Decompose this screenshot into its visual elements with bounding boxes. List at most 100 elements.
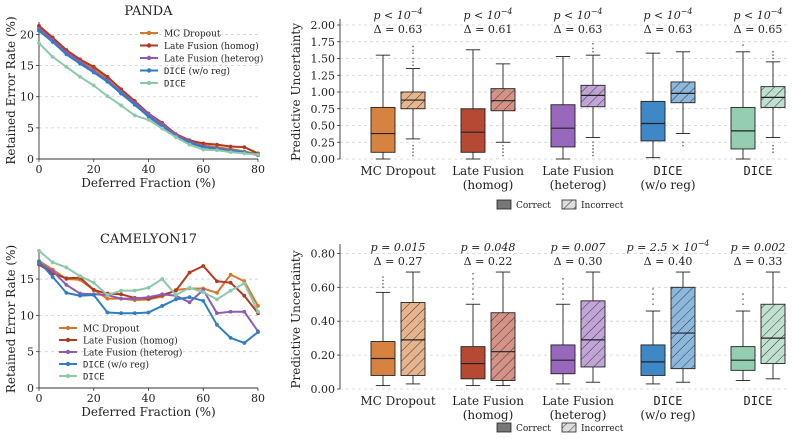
y-tick-label: 10 — [20, 309, 34, 322]
box-incorrect-2 — [580, 42, 606, 157]
series-point — [228, 309, 233, 314]
series-point — [160, 126, 165, 131]
series-point — [160, 304, 165, 308]
series-point — [105, 310, 110, 315]
y-tick-label: 5 — [27, 122, 34, 135]
flier — [382, 283, 384, 285]
x-tick-label: 20 — [87, 392, 101, 405]
delta-label: Δ = 0.40 — [644, 255, 693, 268]
legend-marker — [65, 325, 71, 331]
box — [640, 344, 666, 376]
legend: Correct Incorrect — [496, 199, 624, 211]
y-axis-label: Predictive Uncertainty — [289, 23, 303, 161]
series-point — [91, 293, 96, 297]
series-point — [215, 148, 219, 153]
series-point — [187, 270, 192, 275]
flier — [502, 148, 504, 150]
x-tick-label: DICE — [654, 164, 683, 178]
flier — [412, 151, 414, 154]
legend-swatch-correct — [496, 199, 512, 210]
box-correct-0 — [370, 276, 396, 387]
series-point — [256, 330, 260, 334]
y-axis-label: Retained Error Rate (%) — [4, 245, 18, 393]
legend-marker — [146, 80, 152, 86]
legend-label-correct: Correct — [516, 201, 551, 211]
series-point — [228, 288, 233, 293]
series-point — [64, 282, 69, 287]
series-point — [119, 288, 124, 293]
box-correct-4 — [730, 44, 756, 160]
flier — [412, 154, 414, 157]
series-point — [242, 151, 247, 156]
flier — [502, 151, 504, 154]
series-point — [201, 147, 206, 152]
legend-label: DICE — [164, 80, 186, 90]
series-point — [91, 288, 96, 292]
delta-label: Δ = 0.30 — [554, 255, 603, 268]
x-tick-sublabel: (w/o reg) — [640, 178, 695, 192]
y-tick-label: 0.00 — [311, 383, 336, 396]
y-tick-label: 15 — [20, 273, 34, 286]
panda-line-chart: 0 5 10 15 20 0 20 40 60 80 PANDA Deferred Fraction … — [4, 4, 265, 190]
series-point — [187, 285, 192, 290]
box-correct-2 — [550, 56, 576, 160]
p-value-label: p < 10−4 — [553, 7, 602, 22]
x-tick-label: Late Fusion — [542, 394, 614, 408]
box-hatch — [671, 81, 695, 103]
box-correct-2 — [550, 277, 576, 385]
p-value-label: p = 0.007 — [551, 241, 606, 254]
x-tick-label: MC Dropout — [360, 164, 436, 178]
series-point — [146, 295, 151, 300]
flier — [592, 50, 594, 53]
series-point — [78, 293, 82, 298]
flier — [772, 57, 774, 60]
flier — [742, 298, 744, 301]
series-point — [215, 290, 219, 295]
box — [730, 106, 756, 150]
delta-label: Δ = 0.63 — [374, 23, 423, 36]
p-value-label: p < 10−4 — [373, 7, 422, 22]
x-tick-label: 0 — [36, 392, 43, 405]
flier — [772, 54, 774, 57]
series-point — [64, 52, 69, 57]
series-point — [64, 276, 69, 281]
y-tick-label: 0.25 — [311, 136, 336, 149]
delta-label: Δ = 0.63 — [554, 23, 603, 36]
x-tick-sublabel: (homog) — [463, 408, 514, 422]
box — [370, 106, 396, 153]
flier — [742, 303, 744, 306]
y-tick-label: 0.50 — [311, 120, 336, 133]
y-tick-label: 5 — [27, 346, 34, 359]
flier — [652, 293, 654, 295]
series-point — [256, 152, 260, 157]
flier — [472, 293, 474, 295]
flier — [742, 44, 744, 46]
y-tick-label: 0.60 — [311, 281, 336, 294]
y-tick-label: 15 — [20, 60, 34, 73]
y-tick-label: 1.50 — [311, 53, 336, 66]
series-point — [187, 295, 192, 300]
series-point — [256, 304, 260, 308]
series-point — [228, 150, 233, 155]
y-tick-label: 0.75 — [311, 103, 336, 116]
series-point — [119, 292, 124, 297]
series-point — [91, 280, 96, 285]
series-point — [173, 135, 178, 140]
flier — [502, 144, 504, 147]
series-point — [37, 23, 41, 28]
y-axis-label: Retained Error Rate (%) — [4, 16, 18, 164]
p-value-label: p = 0.002 — [731, 241, 786, 254]
legend-swatch-hatch — [562, 200, 576, 209]
series-point — [50, 274, 55, 279]
box-incorrect-1 — [490, 63, 516, 157]
series-point — [132, 102, 137, 107]
box-incorrect-4 — [760, 50, 786, 154]
series-point — [242, 145, 247, 150]
x-axis-label: Deferred Fraction (%) — [81, 405, 215, 419]
box-hatch — [491, 312, 515, 381]
series-point — [215, 297, 219, 302]
flier — [562, 293, 564, 295]
legend-marker — [146, 55, 152, 61]
series-point — [187, 142, 192, 147]
